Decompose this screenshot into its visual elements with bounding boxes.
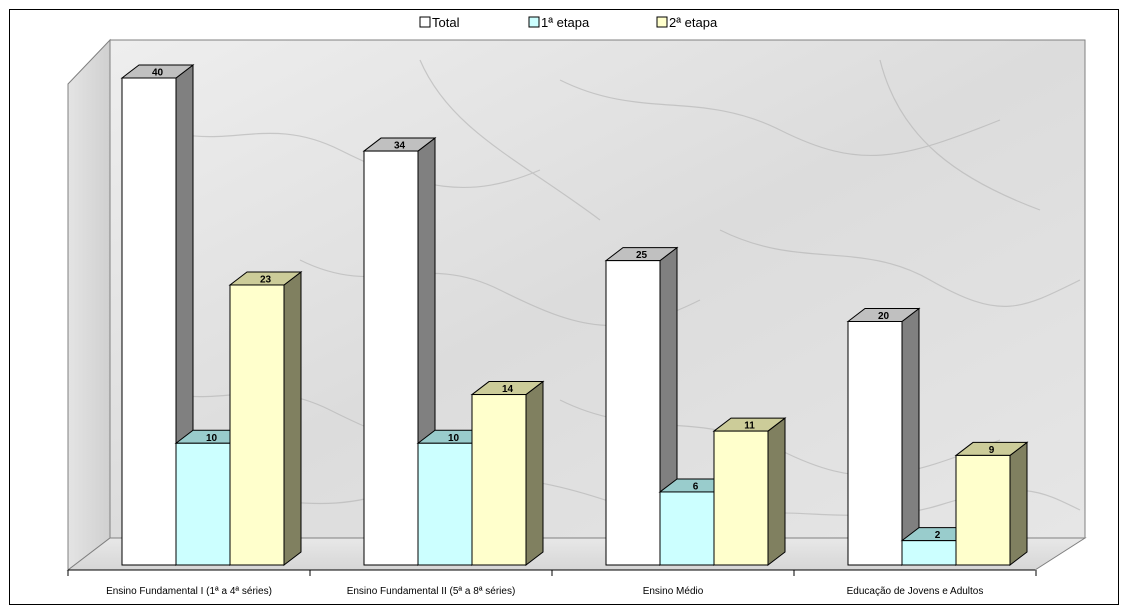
bar-2-etapa-3 <box>712 417 787 567</box>
legend-label-etapa2: 2ª etapa <box>669 15 718 30</box>
legend-swatch-etapa1 <box>528 16 540 28</box>
legend: Total 1ª etapa 2ª etapa <box>419 15 718 30</box>
legend-label-total: Total <box>432 15 460 30</box>
bar-1-etapa-4-front <box>901 540 957 566</box>
bar-2-etapa-4-side <box>1009 441 1028 567</box>
bar-2-etapa-2-side <box>525 380 544 567</box>
bar-2-etapa-2-front <box>471 394 527 566</box>
bar-total-1-front <box>121 77 177 566</box>
value-label-1-etapa-2: 10 <box>448 433 460 444</box>
bar-2-etapa-1 <box>228 270 303 567</box>
value-label-total-2: 34 <box>394 141 406 152</box>
bar-total-3-front <box>605 260 661 566</box>
bar-2-etapa-3-front <box>713 430 769 566</box>
category-label-4: Educação de Jovens e Adultos <box>847 586 984 597</box>
plot-walls <box>66 38 1087 572</box>
category-label-3: Ensino Médio <box>643 586 704 597</box>
legend-label-etapa1: 1ª etapa <box>541 15 590 30</box>
bar-total-3 <box>604 246 679 567</box>
value-label-total-1: 40 <box>152 68 164 79</box>
bar-1-etapa-1-front <box>175 442 231 566</box>
bar-2-etapa-4 <box>954 441 1029 567</box>
value-label-1-etapa-4: 2 <box>935 530 941 541</box>
category-labels: Ensino Fundamental I (1ª a 4ª séries) Ens… <box>106 586 983 597</box>
x-axis-ticks <box>67 570 1037 576</box>
bar-2-etapa-1-front <box>229 284 285 566</box>
value-label-2-etapa-3: 11 <box>744 421 755 432</box>
value-label-1-etapa-1: 10 <box>206 433 218 444</box>
bar-1-etapa-2-front <box>417 442 473 566</box>
legend-item-etapa1: 1ª etapa <box>528 15 590 30</box>
bar-2-etapa-1-side <box>283 270 302 567</box>
legend-item-etapa2: 2ª etapa <box>656 15 718 30</box>
value-label-total-4: 20 <box>878 311 890 322</box>
value-label-1-etapa-3: 6 <box>693 481 699 492</box>
legend-swatch-total <box>419 16 431 28</box>
x-axis <box>67 569 1037 576</box>
value-label-2-etapa-4: 9 <box>989 445 995 456</box>
bar-total-4-front <box>847 321 903 566</box>
bar-total-4 <box>846 307 921 567</box>
bar-2-etapa-2 <box>470 380 545 567</box>
legend-item-total: Total <box>419 15 460 30</box>
legend-swatch-etapa2 <box>656 16 668 28</box>
side-wall <box>67 38 111 572</box>
category-label-1: Ensino Fundamental I (1ª a 4ª séries) <box>106 586 272 597</box>
bar-total-2 <box>362 137 437 567</box>
bars-group <box>120 63 1029 567</box>
bar-total-2-front <box>363 150 419 566</box>
bar-total-4-side <box>901 307 920 567</box>
value-label-2-etapa-1: 23 <box>260 274 272 285</box>
bar-2-etapa-4-front <box>955 454 1011 566</box>
category-label-2: Ensino Fundamental II (5ª a 8ª séries) <box>347 586 516 597</box>
value-label-2-etapa-2: 14 <box>502 384 514 395</box>
value-label-total-3: 25 <box>636 250 648 261</box>
bar-1-etapa-3-front <box>659 491 715 566</box>
bar-2-etapa-3-side <box>767 417 786 567</box>
